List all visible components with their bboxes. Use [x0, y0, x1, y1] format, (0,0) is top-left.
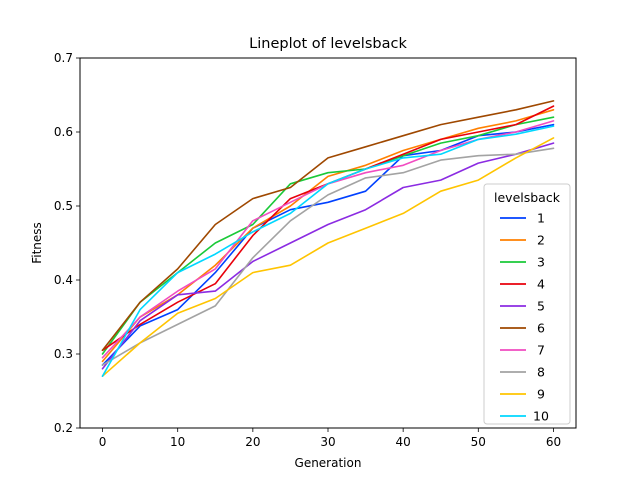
legend-label-5: 5 [537, 299, 545, 314]
chart-title: Lineplot of levelsback [249, 36, 407, 52]
x-axis: 0 10 20 30 40 50 60 [99, 428, 561, 449]
series-lines [101, 100, 555, 378]
series-line-6 [101, 100, 555, 352]
legend-label-3: 3 [537, 255, 545, 270]
legend-label-9: 9 [537, 387, 545, 402]
x-tick-label: 50 [471, 435, 486, 449]
x-tick-label: 0 [99, 435, 107, 449]
x-tick-label: 40 [396, 435, 411, 449]
y-tick-label: 0.7 [54, 51, 73, 65]
legend: levelsback 1 2 3 4 5 6 7 8 9 10 [483, 183, 571, 425]
y-tick-label: 0.6 [54, 125, 73, 139]
x-tick-label: 10 [170, 435, 185, 449]
series-line-5 [101, 142, 555, 370]
x-tick-label: 30 [320, 435, 335, 449]
legend-label-8: 8 [537, 365, 545, 380]
legend-label-6: 6 [537, 321, 545, 336]
y-tick-label: 0.2 [54, 421, 73, 435]
series-line-9 [101, 137, 555, 378]
y-tick-label: 0.4 [54, 273, 73, 287]
y-tick-label: 0.3 [54, 347, 73, 361]
legend-label-1: 1 [537, 211, 545, 226]
legend-entries: 1 2 3 4 5 6 7 8 9 10 [500, 211, 549, 424]
series-line-8 [101, 147, 555, 366]
legend-label-2: 2 [537, 233, 545, 248]
legend-title: levelsback [494, 190, 561, 205]
y-axis-label: Fitness [30, 222, 44, 264]
y-tick-label: 0.5 [54, 199, 73, 213]
legend-label-7: 7 [537, 343, 545, 358]
legend-box [483, 183, 571, 425]
legend-label-4: 4 [537, 277, 545, 292]
x-axis-label: Generation [295, 456, 362, 470]
x-tick-label: 20 [245, 435, 260, 449]
series-line-10 [101, 125, 555, 378]
y-axis: 0.2 0.3 0.4 0.5 0.6 0.7 [54, 51, 80, 435]
x-tick-label: 60 [546, 435, 561, 449]
legend-label-10: 10 [533, 409, 549, 424]
